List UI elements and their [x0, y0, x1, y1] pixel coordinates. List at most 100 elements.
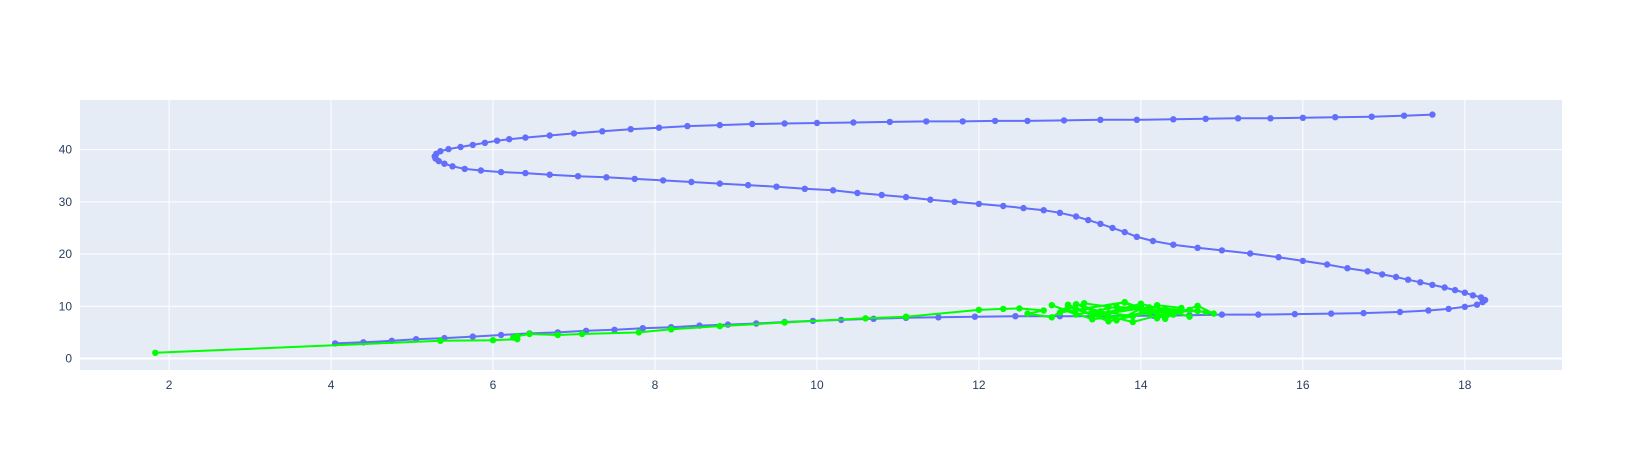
data-point[interactable]	[1218, 311, 1226, 318]
data-point[interactable]	[1368, 113, 1375, 120]
data-point[interactable]	[1473, 301, 1481, 308]
data-point[interactable]	[1392, 273, 1400, 281]
data-point[interactable]	[1477, 294, 1485, 301]
data-point[interactable]	[1186, 313, 1193, 320]
data-point[interactable]	[1360, 309, 1367, 317]
data-point[interactable]	[684, 122, 691, 130]
data-point[interactable]	[489, 337, 497, 344]
data-point[interactable]	[1178, 307, 1185, 314]
data-point[interactable]	[1024, 117, 1031, 125]
data-point[interactable]	[1089, 316, 1096, 323]
data-point[interactable]	[813, 119, 821, 127]
data-point[interactable]	[1194, 302, 1201, 309]
data-point[interactable]	[578, 330, 586, 338]
data-point[interactable]	[1145, 309, 1153, 316]
data-point[interactable]	[574, 173, 582, 180]
data-point[interactable]	[1255, 311, 1262, 318]
data-point[interactable]	[1113, 317, 1120, 324]
data-point[interactable]	[1097, 116, 1104, 124]
data-point[interactable]	[1064, 301, 1072, 308]
data-point[interactable]	[1149, 237, 1157, 245]
data-point[interactable]	[1247, 250, 1254, 257]
data-point[interactable]	[506, 136, 513, 143]
data-point[interactable]	[935, 314, 942, 321]
data-point[interactable]	[1121, 228, 1128, 236]
data-point[interactable]	[1040, 307, 1047, 314]
data-point[interactable]	[862, 315, 869, 322]
data-point[interactable]	[801, 185, 808, 192]
data-point[interactable]	[1097, 310, 1104, 318]
data-point[interactable]	[1445, 305, 1452, 313]
data-point[interactable]	[1105, 318, 1112, 325]
data-point[interactable]	[1299, 257, 1307, 265]
data-point[interactable]	[546, 171, 553, 178]
data-point[interactable]	[959, 118, 966, 125]
data-point[interactable]	[497, 331, 505, 339]
data-point[interactable]	[1202, 115, 1209, 123]
data-point[interactable]	[1364, 268, 1371, 275]
data-point[interactable]	[902, 193, 910, 201]
data-point[interactable]	[514, 332, 521, 340]
data-point[interactable]	[829, 187, 837, 194]
data-point[interactable]	[878, 191, 885, 199]
data-point[interactable]	[1210, 310, 1218, 317]
data-point[interactable]	[1332, 114, 1339, 121]
data-point[interactable]	[1291, 310, 1299, 318]
data-point[interactable]	[1085, 216, 1092, 224]
data-point[interactable]	[1133, 116, 1141, 124]
data-point[interactable]	[1170, 116, 1177, 123]
data-point[interactable]	[1137, 300, 1145, 307]
data-point[interactable]	[152, 349, 159, 356]
data-point[interactable]	[716, 180, 723, 187]
data-point[interactable]	[773, 183, 780, 190]
data-point[interactable]	[688, 178, 695, 186]
data-point[interactable]	[546, 132, 553, 139]
data-point[interactable]	[1344, 265, 1351, 272]
data-point[interactable]	[635, 329, 642, 336]
data-point[interactable]	[603, 174, 610, 181]
data-point[interactable]	[1129, 313, 1137, 320]
data-point[interactable]	[1396, 308, 1404, 316]
data-point[interactable]	[1048, 302, 1056, 309]
data-point[interactable]	[1081, 300, 1088, 307]
data-point[interactable]	[668, 326, 675, 333]
data-point[interactable]	[1048, 314, 1056, 321]
data-point[interactable]	[1451, 286, 1459, 294]
data-point[interactable]	[1040, 207, 1047, 214]
data-point[interactable]	[1153, 315, 1161, 322]
data-point[interactable]	[1072, 213, 1080, 220]
data-point[interactable]	[1024, 310, 1031, 317]
data-point[interactable]	[716, 322, 723, 330]
data-point[interactable]	[554, 331, 561, 339]
data-point[interactable]	[631, 175, 638, 183]
data-point[interactable]	[1056, 209, 1064, 216]
data-point[interactable]	[522, 169, 529, 177]
data-point[interactable]	[1429, 281, 1436, 289]
data-point[interactable]	[1113, 303, 1120, 310]
data-point[interactable]	[441, 160, 448, 167]
data-point[interactable]	[1234, 115, 1242, 122]
data-point[interactable]	[1186, 306, 1193, 314]
data-point[interactable]	[923, 118, 930, 125]
data-point[interactable]	[1429, 111, 1436, 118]
data-point[interactable]	[1153, 302, 1161, 309]
data-point[interactable]	[902, 313, 910, 320]
data-point[interactable]	[1275, 254, 1282, 261]
data-point[interactable]	[1000, 305, 1007, 313]
data-point[interactable]	[1012, 313, 1019, 320]
data-point[interactable]	[1081, 305, 1088, 312]
data-point[interactable]	[493, 137, 501, 144]
data-point[interactable]	[1097, 220, 1104, 227]
data-point[interactable]	[1218, 247, 1226, 254]
data-point[interactable]	[1056, 309, 1064, 316]
data-point[interactable]	[1417, 279, 1424, 286]
data-point[interactable]	[481, 139, 489, 146]
data-point[interactable]	[1121, 299, 1128, 306]
data-point[interactable]	[655, 124, 663, 131]
data-point[interactable]	[1379, 271, 1386, 278]
data-point[interactable]	[975, 306, 983, 314]
data-point[interactable]	[971, 313, 979, 320]
data-point[interactable]	[850, 119, 857, 126]
data-point[interactable]	[1194, 244, 1201, 251]
data-point[interactable]	[461, 165, 468, 173]
